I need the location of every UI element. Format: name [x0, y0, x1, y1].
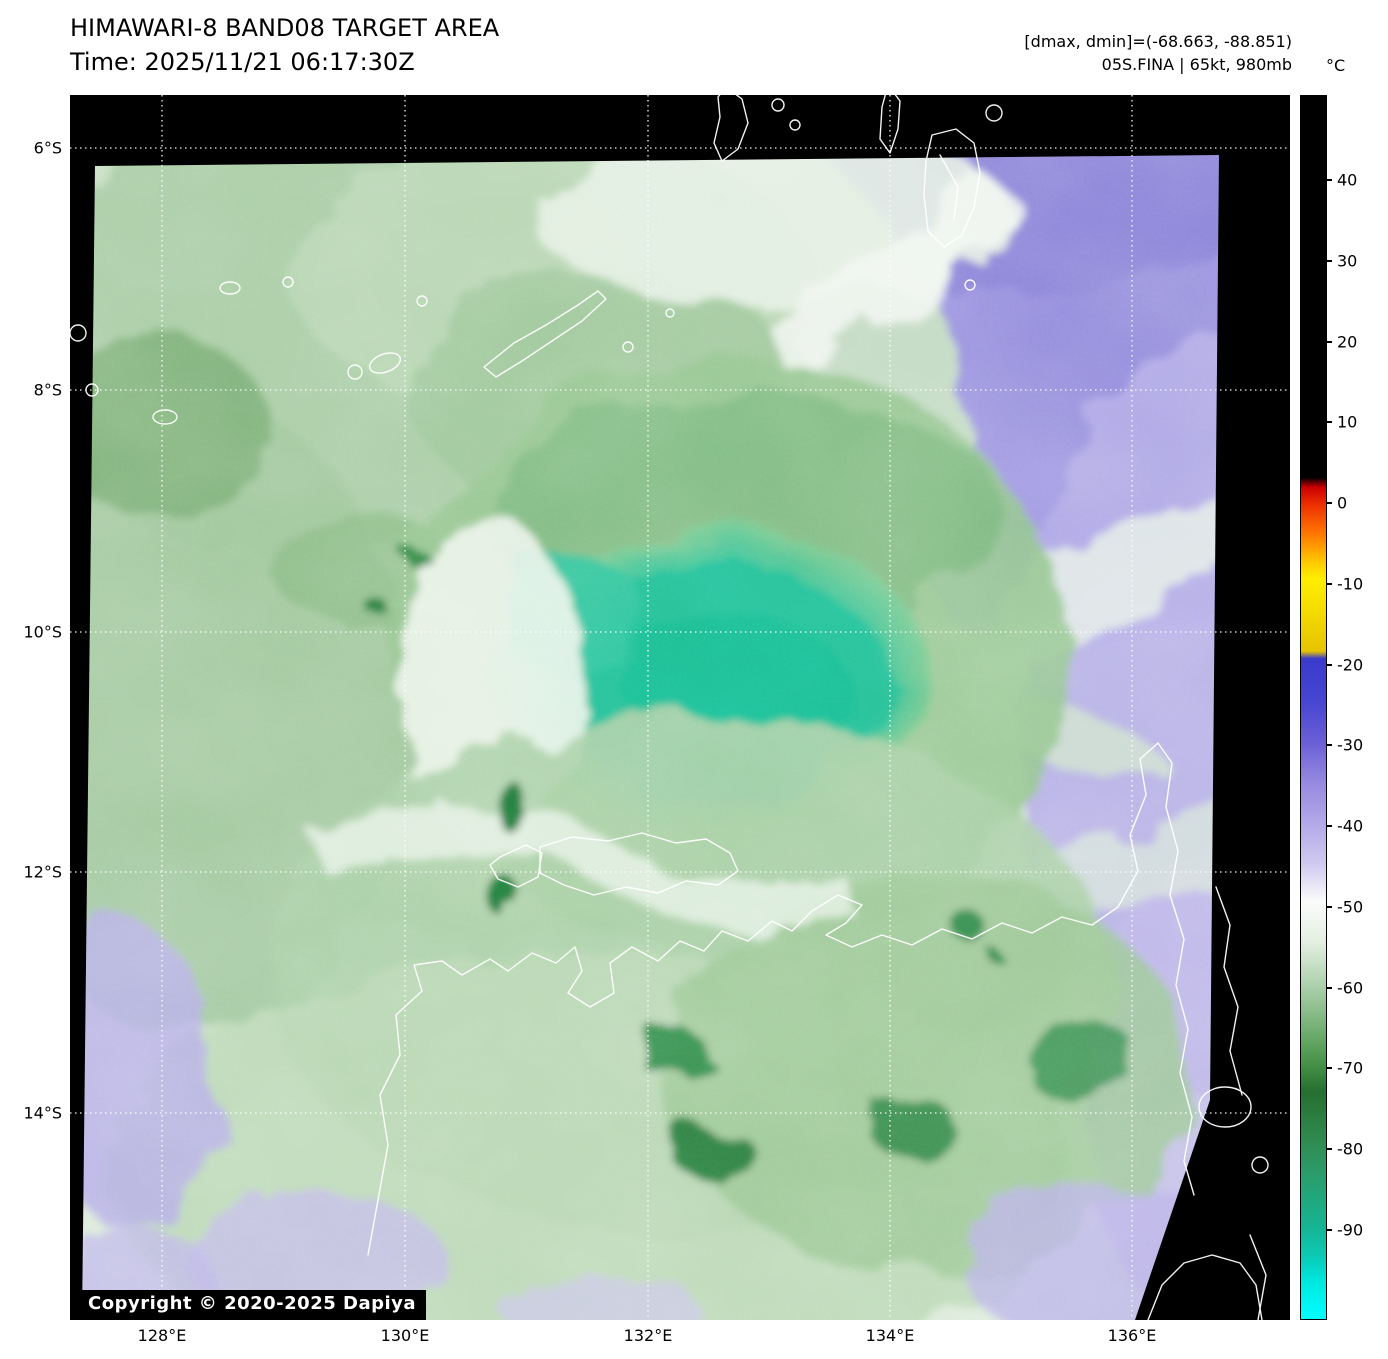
colorbar-tick: [1327, 825, 1332, 827]
colorbar-tick-label: 0: [1337, 493, 1348, 513]
colorbar-tick: [1327, 421, 1332, 423]
colorbar-gradient: [1300, 95, 1327, 1320]
satellite-map: Copyright © 2020-2025 Dapiya: [70, 95, 1290, 1320]
dmax-dmin-label: [dmax, dmin]=(-68.663, -88.851): [1024, 32, 1292, 51]
colorbar-unit: °C: [1326, 56, 1346, 75]
lat-label: 6°S: [33, 138, 62, 158]
lat-label: 14°S: [23, 1103, 62, 1123]
colorbar-tick: [1327, 1148, 1332, 1150]
colorbar-tick: [1327, 987, 1332, 989]
lon-label: 128°E: [137, 1326, 187, 1345]
coastlines: [70, 95, 1269, 1320]
colorbar-tick: [1327, 341, 1332, 343]
storm-info-label: 05S.FINA | 65kt, 980mb: [1101, 55, 1292, 75]
figure-title: HIMAWARI-8 BAND08 TARGET AREA: [70, 14, 500, 42]
colorbar-tick-label: -60: [1337, 978, 1364, 998]
colorbar-tick: [1327, 744, 1332, 746]
colorbar-tick-label: -20: [1337, 655, 1364, 675]
colorbar-tick-label: -30: [1337, 735, 1364, 755]
lat-label: 12°S: [23, 862, 62, 882]
colorbar-tick: [1327, 906, 1332, 908]
colorbar-tick: [1327, 502, 1332, 504]
colorbar-tick-label: -50: [1337, 897, 1364, 917]
colorbar-tick-label: -40: [1337, 816, 1364, 836]
lon-label: 134°E: [865, 1326, 915, 1345]
colorbar-tick: [1327, 583, 1332, 585]
colorbar-tick-label: 40: [1337, 170, 1358, 190]
copyright-badge: Copyright © 2020-2025 Dapiya: [78, 1290, 427, 1320]
lon-label: 132°E: [623, 1326, 673, 1345]
colorbar-tick-label: 10: [1337, 412, 1358, 432]
colorbar-tick: [1327, 179, 1332, 181]
lat-label: 8°S: [33, 380, 62, 400]
header-right: [dmax, dmin]=(-68.663, -88.851) 05S.FINA…: [1024, 30, 1292, 76]
colorbar-tick-label: -90: [1337, 1220, 1364, 1240]
colorbar-tick-label: -80: [1337, 1139, 1364, 1159]
colorbar-tick-label: -70: [1337, 1058, 1364, 1078]
graticule: [70, 95, 1290, 1320]
lon-label: 130°E: [380, 1326, 430, 1345]
cloud-field: [82, 155, 1219, 1320]
satellite-imagery: [70, 95, 1290, 1320]
lat-label: 10°S: [23, 622, 62, 642]
colorbar-tick: [1327, 260, 1332, 262]
colorbar: 40 30 20 10 0 -10 -20 -30 -40 -50 -60 -7…: [1300, 95, 1388, 1320]
colorbar-tick: [1327, 664, 1332, 666]
colorbar-tick-label: 20: [1337, 332, 1358, 352]
lon-label: 136°E: [1107, 1326, 1157, 1345]
colorbar-tick: [1327, 1067, 1332, 1069]
colorbar-tick-label: 30: [1337, 251, 1358, 271]
colorbar-tick-label: -10: [1337, 574, 1364, 594]
figure-time: Time: 2025/11/21 06:17:30Z: [70, 48, 415, 76]
colorbar-tick: [1327, 1229, 1332, 1231]
